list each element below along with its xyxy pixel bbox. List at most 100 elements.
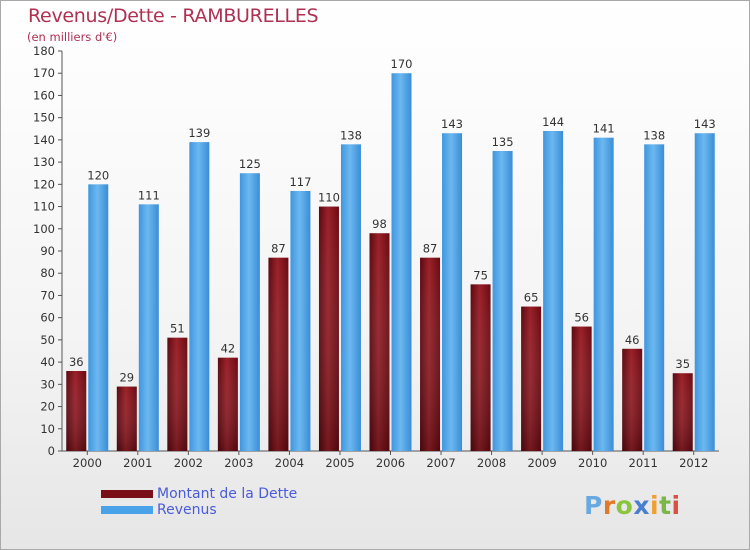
bar-revenus	[543, 131, 564, 451]
y-tick-label: 70	[40, 288, 55, 302]
x-tick-label: 2004	[275, 456, 304, 470]
y-tick-label: 150	[33, 111, 55, 125]
x-tick-label: 2012	[679, 456, 708, 470]
y-tick-label: 120	[33, 177, 55, 191]
x-tick-label: 2010	[578, 456, 607, 470]
data-label-dette: 46	[625, 333, 640, 347]
bar-dette-shade	[268, 257, 289, 451]
logo-letter: i	[650, 491, 660, 520]
logo-letter: P	[584, 491, 603, 520]
data-label-revenus: 125	[239, 157, 261, 171]
data-label-dette: 110	[318, 191, 340, 205]
x-tick-label: 2005	[325, 456, 354, 470]
data-label-dette: 56	[574, 311, 589, 325]
bar-dette-shade	[622, 348, 643, 451]
logo-letter: t	[659, 491, 672, 520]
legend-label-revenus: Revenus	[157, 502, 217, 518]
bar-revenus	[88, 184, 109, 452]
bar-dette-shade	[420, 257, 441, 451]
data-label-dette: 36	[69, 355, 84, 369]
data-label-revenus: 120	[87, 168, 109, 182]
bar-dette-shade	[470, 284, 491, 451]
x-tick-label: 2009	[527, 456, 556, 470]
data-label-revenus: 111	[138, 188, 160, 202]
data-label-revenus: 170	[391, 57, 413, 71]
y-tick-label: 40	[40, 355, 55, 369]
data-label-revenus: 138	[643, 128, 665, 142]
x-tick-label: 2011	[629, 456, 658, 470]
y-tick-label: 0	[48, 444, 55, 458]
x-tick-label: 2001	[123, 456, 152, 470]
data-label-revenus: 117	[289, 175, 311, 189]
bar-revenus	[239, 173, 260, 451]
x-tick-label: 2007	[426, 456, 455, 470]
data-label-dette: 29	[119, 371, 134, 385]
bar-dette-shade	[672, 373, 693, 451]
bar-revenus	[391, 73, 412, 451]
bar-revenus	[340, 144, 361, 452]
bar-dette-shade	[66, 371, 87, 451]
logo-letter: x	[633, 491, 650, 520]
data-label-revenus: 143	[694, 117, 716, 131]
y-tick-label: 160	[33, 88, 55, 102]
bars	[66, 73, 715, 452]
x-tick-label: 2008	[477, 456, 506, 470]
bar-revenus	[694, 133, 715, 451]
bar-revenus	[189, 142, 210, 451]
data-label-dette: 87	[423, 242, 438, 256]
bar-dette-shade	[167, 337, 188, 451]
bar-dette-shade	[369, 233, 390, 451]
bar-revenus	[290, 191, 311, 451]
bar-revenus	[644, 144, 665, 452]
data-label-dette: 35	[675, 357, 690, 371]
data-labels: 36 120 29 111 51 139 42 125 87 117 110 138 98 170 87 14…	[69, 57, 716, 384]
data-label-revenus: 141	[593, 122, 615, 136]
data-label-revenus: 144	[542, 115, 564, 129]
data-label-revenus: 135	[492, 135, 514, 149]
bar-dette-shade	[116, 386, 137, 451]
x-tick-label: 2003	[224, 456, 253, 470]
proxiti-logo: Proxiti	[584, 491, 681, 520]
y-tick-label: 10	[40, 422, 55, 436]
chart-title: Revenus/Dette - RAMBURELLES	[28, 5, 319, 27]
data-label-dette: 42	[221, 342, 236, 356]
bar-revenus	[442, 133, 463, 451]
y-tick-label: 110	[33, 200, 55, 214]
y-tick-label: 130	[33, 155, 55, 169]
logo-letter: i	[671, 491, 681, 520]
y-tick-label: 30	[40, 377, 55, 391]
bar-revenus	[138, 204, 159, 451]
bar-revenus	[492, 151, 513, 451]
data-label-revenus: 138	[340, 128, 362, 142]
legend-swatch-dette	[101, 490, 153, 498]
bar-revenus	[593, 137, 614, 451]
y-tick-label: 170	[33, 66, 55, 80]
bar-dette-shade	[318, 206, 339, 451]
bar-dette-shade	[217, 357, 238, 451]
y-tick-label: 60	[40, 311, 55, 325]
legend-swatch-revenus	[101, 506, 153, 514]
logo-letter: r	[602, 491, 616, 520]
logo-letter: o	[615, 491, 634, 520]
data-label-dette: 51	[170, 322, 185, 336]
data-label-dette: 98	[372, 217, 387, 231]
x-tick-label: 2000	[73, 456, 102, 470]
y-tick-label: 180	[33, 44, 55, 58]
x-tick-label: 2006	[376, 456, 405, 470]
data-label-dette: 75	[473, 268, 488, 282]
y-tick-label: 100	[33, 222, 55, 236]
y-tick-label: 20	[40, 400, 55, 414]
y-tick-label: 50	[40, 333, 55, 347]
y-tick-label: 90	[40, 244, 55, 258]
bar-dette-shade	[521, 306, 542, 451]
data-label-dette: 65	[524, 291, 539, 305]
y-tick-label: 80	[40, 266, 55, 280]
data-label-revenus: 143	[441, 117, 463, 131]
bar-dette-shade	[571, 326, 592, 451]
data-label-dette: 87	[271, 242, 286, 256]
x-tick-label: 2002	[174, 456, 203, 470]
legend-label-dette: Montant de la Dette	[157, 486, 298, 502]
data-label-revenus: 139	[188, 126, 210, 140]
